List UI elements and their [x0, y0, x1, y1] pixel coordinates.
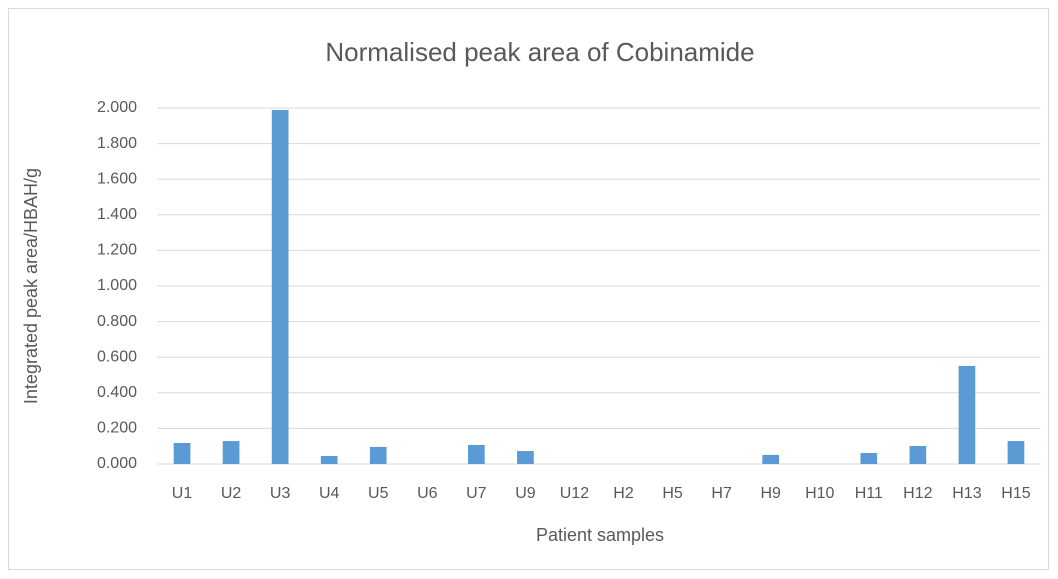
y-tick-label: 1.800 [97, 135, 137, 152]
x-tick-label: H10 [805, 485, 834, 502]
y-tick-label: 1.000 [97, 277, 137, 294]
bar [860, 452, 878, 464]
y-tick-label: 1.400 [97, 206, 137, 223]
bar [1007, 441, 1025, 464]
x-tick-label: H7 [711, 485, 732, 502]
bar [173, 442, 191, 464]
bar [517, 451, 534, 464]
y-tick-label: 1.200 [97, 242, 137, 259]
x-tick-label: H13 [952, 485, 981, 502]
y-tick-label: 0.600 [97, 348, 137, 365]
y-tick-label: 0.800 [97, 313, 137, 330]
bar [271, 109, 289, 464]
x-tick-label: U5 [368, 485, 389, 502]
y-axis-label: Integrated peak area/HBAH/g [21, 168, 41, 404]
x-tick-label: U12 [560, 485, 589, 502]
bar [320, 455, 338, 464]
bar [909, 446, 927, 464]
bar [958, 365, 976, 464]
y-tick-label: 0.200 [97, 420, 137, 437]
x-tick-label: H5 [662, 485, 683, 502]
x-tick-label: U9 [515, 485, 536, 502]
x-tick-label: H12 [903, 485, 932, 502]
bar [222, 441, 240, 464]
bar [468, 444, 485, 464]
x-tick-label: U2 [221, 485, 242, 502]
x-tick-label: H2 [613, 485, 634, 502]
x-axis-label: Patient samples [536, 525, 664, 545]
x-tick-label: U4 [319, 485, 340, 502]
x-tick-label: U6 [417, 485, 438, 502]
y-tick-label: 0.400 [97, 384, 137, 401]
x-tick-label: U1 [172, 485, 193, 502]
x-tick-label: H15 [1001, 485, 1030, 502]
bar [762, 454, 780, 464]
bar [369, 446, 387, 464]
x-tick-label: H9 [760, 485, 781, 502]
y-tick-label: 0.000 [97, 455, 137, 472]
x-tick-label: U7 [466, 485, 487, 502]
chart-border [8, 8, 1049, 570]
y-tick-label: 1.600 [97, 170, 137, 187]
x-tick-label: H11 [855, 485, 883, 502]
x-tick-label: U3 [270, 485, 291, 502]
chart-title: Normalised peak area of Cobinamide [325, 37, 754, 67]
y-tick-label: 2.000 [97, 99, 137, 116]
